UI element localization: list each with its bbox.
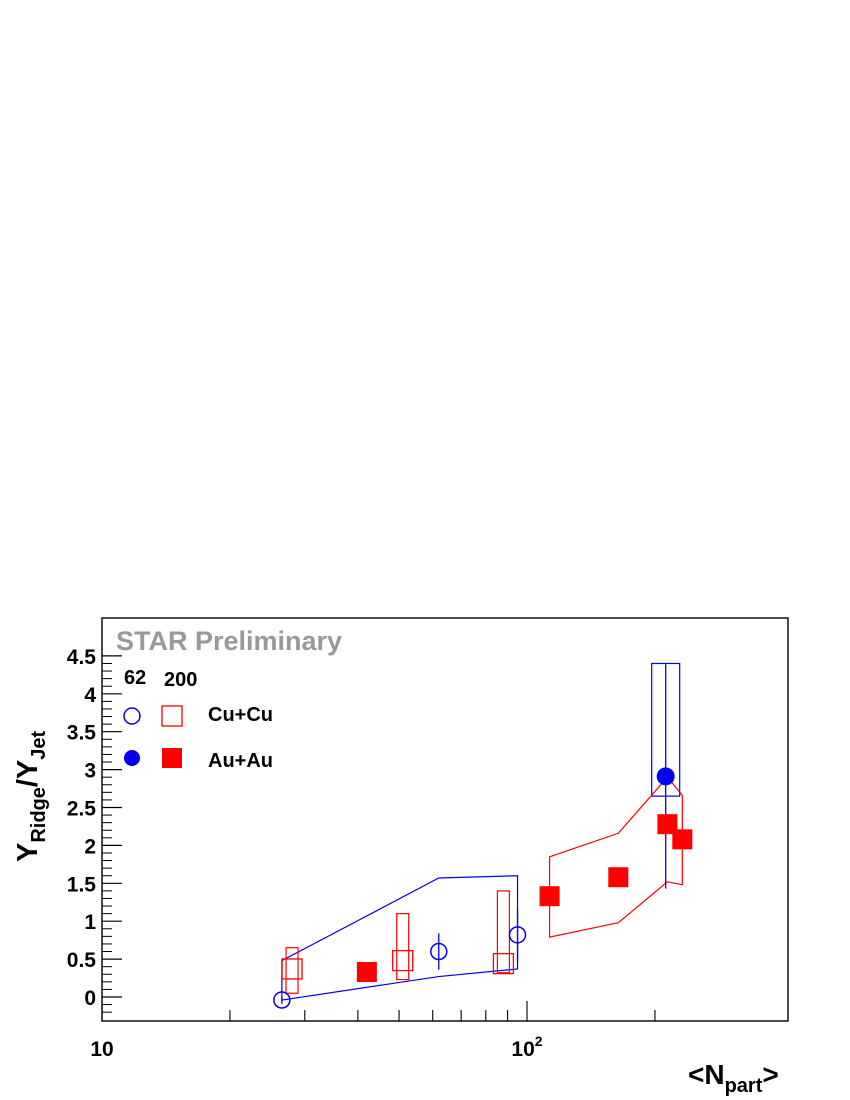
sys-band [548,776,683,938]
tick-labels: 0 0.5 1 1.5 2 2.5 3 3.5 4 4.5 10 102 [67,646,543,1061]
legend-header-200: 200 [164,669,197,691]
sys-band [281,875,519,1001]
axis-ticks [101,655,656,1021]
marker-open-square [281,958,303,980]
marker-open-square [492,952,515,975]
marker-open-circle [273,991,291,1009]
marker-open-circle [430,942,448,961]
sys-box [285,947,299,994]
plot-frame [101,617,789,1022]
y-tick-label: 4 [84,684,96,707]
x-axis-title: <Npart> [688,1059,779,1097]
sys-box [496,890,511,974]
legend-marker-cucu-200 [161,705,183,727]
marker-filled-square [657,814,678,835]
systematic-uncertainties [281,662,683,1001]
marker-filled-square [539,886,560,907]
marker-open-circle [508,926,527,944]
legend-marker-auau-200 [162,748,182,768]
x-tick-label: 102 [511,1033,542,1061]
legend-label-cucu: Cu+Cu [208,704,273,726]
error-bars [281,664,667,1004]
y-tick-label: 2.5 [67,798,97,821]
y-tick-label: 1 [84,911,96,934]
y-tick-label: 0 [84,987,96,1010]
sys-box [396,913,410,981]
y-tick-label: 3.5 [67,722,97,745]
y-tick-label: 3 [84,760,96,783]
marker-open-square [392,949,414,972]
y-tick-label: 1.5 [67,873,97,896]
x-tick-label: 10 [90,1038,113,1061]
marker-filled-square [608,867,629,888]
data-markers [273,767,693,1009]
legend-marker-auau-62 [124,750,140,766]
legend: 62 200 Cu+Cu Au+Au [123,667,273,772]
preliminary-label: STAR Preliminary [116,626,342,656]
y-axis-title: YRidge/YJet [12,730,50,862]
y-tick-label: 0.5 [67,949,97,972]
marker-filled-square [672,829,693,850]
y-tick-label: 2 [84,835,96,858]
legend-label-auau: Au+Au [208,750,273,772]
legend-header-62: 62 [124,667,146,689]
marker-filled-square [356,961,377,982]
marker-filled-circle [656,767,675,786]
x-tick-exponent: 2 [535,1033,543,1049]
y-tick-label: 4.5 [67,646,97,669]
legend-marker-cucu-62 [123,707,141,725]
